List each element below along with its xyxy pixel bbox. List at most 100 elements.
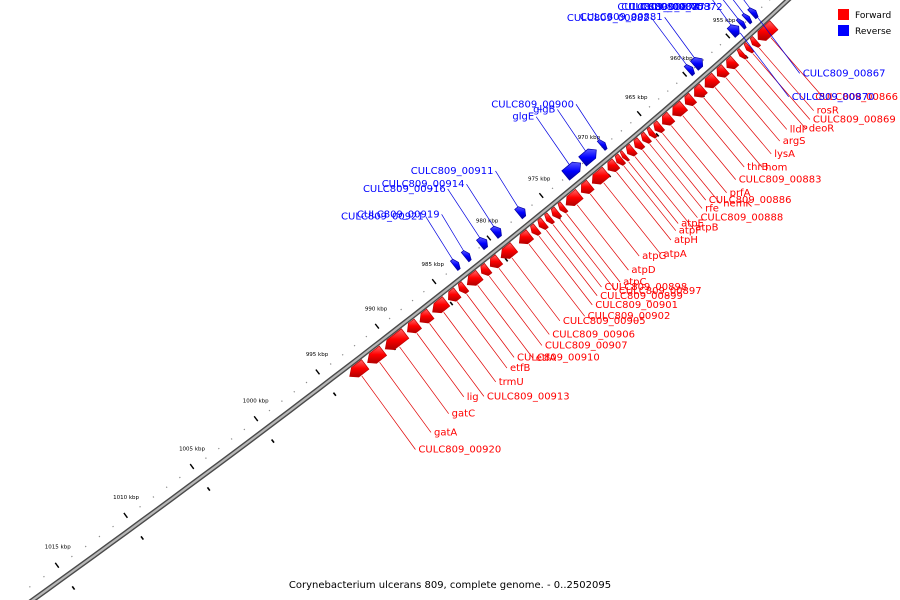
forward-gene-label: lldP (790, 124, 808, 135)
forward-gene-label: atpH (674, 235, 698, 246)
forward-leader-line (511, 257, 561, 322)
inner-tick (71, 585, 76, 591)
forward-gene (537, 217, 549, 231)
minor-tick (84, 545, 87, 548)
reverse-leader-line (425, 216, 453, 260)
inner-tick (140, 535, 145, 541)
reverse-gene (476, 237, 488, 251)
tick-label: 990 kbp (365, 307, 388, 313)
minor-tick (388, 317, 391, 320)
minor-tick (205, 457, 207, 459)
minor-tick (411, 299, 414, 302)
forward-leader-line (456, 301, 508, 369)
tick-label: 970 kbp (578, 135, 601, 141)
forward-leader-line (429, 323, 485, 397)
reverse-leader-line (575, 104, 600, 140)
forward-gene (466, 269, 484, 286)
reverse-gene-label: glgB (533, 104, 555, 115)
forward-gene (544, 212, 555, 225)
forward-gene (625, 143, 638, 157)
minor-tick (243, 428, 246, 431)
minor-tick (29, 585, 31, 588)
forward-gene-label: etfB (510, 363, 531, 374)
forward-leader-line (693, 105, 745, 168)
forward-leader-line (745, 59, 806, 129)
reverse-gene (596, 139, 608, 151)
forward-gene-label: trmU (499, 377, 524, 388)
reverse-gene (726, 24, 740, 38)
tick-label: 975 kbp (528, 176, 551, 182)
major-tick (636, 110, 642, 117)
forward-gene-label: atpC (623, 277, 646, 288)
forward-leader-line (655, 138, 707, 201)
reverse-gene (747, 7, 759, 20)
minor-tick (561, 179, 564, 181)
forward-gene-label: CULC809_00905 (563, 316, 646, 327)
forward-gene-label: atpF (679, 226, 701, 237)
minor-tick (630, 121, 632, 124)
forward-gene-label: CULC809_00920 (418, 444, 501, 455)
forward-gene-label: atpD (631, 265, 655, 276)
forward-gene (407, 318, 422, 334)
reverse-leader-line (757, 16, 801, 74)
forward-gene (480, 262, 493, 276)
major-tick (315, 369, 321, 375)
forward-leader-line (546, 229, 598, 296)
major-tick (253, 415, 259, 422)
minor-tick (445, 273, 448, 275)
reverse-leader-line (732, 0, 744, 14)
reverse-gene-label: CULC809_00872 (640, 2, 723, 13)
minor-tick (719, 43, 722, 46)
minor-tick (139, 505, 141, 508)
forward-gene (640, 131, 652, 144)
tick-label: 980 kbp (476, 219, 499, 225)
forward-leader-line (703, 97, 763, 168)
minor-tick (268, 409, 271, 412)
forward-leader-line (662, 132, 721, 204)
forward-gene (500, 242, 519, 259)
forward-leader-line (623, 165, 677, 231)
forward-gene-label: lig (467, 392, 479, 403)
inner-tick (504, 257, 509, 262)
minor-tick (230, 438, 233, 440)
forward-leader-line (616, 171, 672, 241)
forward-gene (580, 179, 595, 194)
minor-tick (179, 476, 181, 479)
legend-reverse-label: Reverse (855, 27, 892, 37)
minor-tick (423, 290, 425, 293)
forward-leader-line (488, 275, 543, 346)
forward-leader-line (416, 333, 465, 398)
minor-tick (293, 390, 296, 393)
forward-gene (716, 64, 730, 78)
forward-gene (672, 100, 689, 117)
major-tick (538, 192, 544, 199)
forward-gene (457, 281, 470, 295)
forward-gene (557, 201, 569, 214)
tick-label: 965 kbp (625, 95, 648, 101)
forward-gene-label: prfA (730, 188, 751, 199)
forward-gene-label: CULC809_00910 (517, 352, 600, 363)
forward-gene (607, 158, 621, 173)
reverse-leader-line (722, 0, 739, 19)
forward-gene-label: gatC (452, 409, 475, 420)
reverse-leader-line (447, 188, 481, 238)
forward-gene-label: atpA (664, 249, 687, 260)
minor-tick (657, 98, 660, 100)
major-tick (54, 562, 60, 569)
forward-leader-line (714, 87, 772, 155)
forward-gene (565, 188, 584, 207)
reverse-gene (561, 161, 581, 181)
reverse-gene-label: CULC809_00921 (341, 212, 424, 223)
minor-tick (353, 344, 356, 347)
reverse-gene-label: CULC809_00881 (580, 12, 663, 23)
forward-gene (419, 308, 435, 324)
minor-tick (217, 447, 220, 450)
forward-gene-label: atpG (642, 251, 666, 262)
legend-forward-label: Forward (855, 11, 891, 21)
forward-gene-label: hom (765, 162, 787, 173)
reverse-leader-line (557, 109, 586, 152)
minor-tick (648, 106, 651, 108)
forward-gene (662, 111, 676, 126)
minor-tick (711, 51, 713, 54)
reverse-gene-label: glgE (512, 112, 534, 123)
